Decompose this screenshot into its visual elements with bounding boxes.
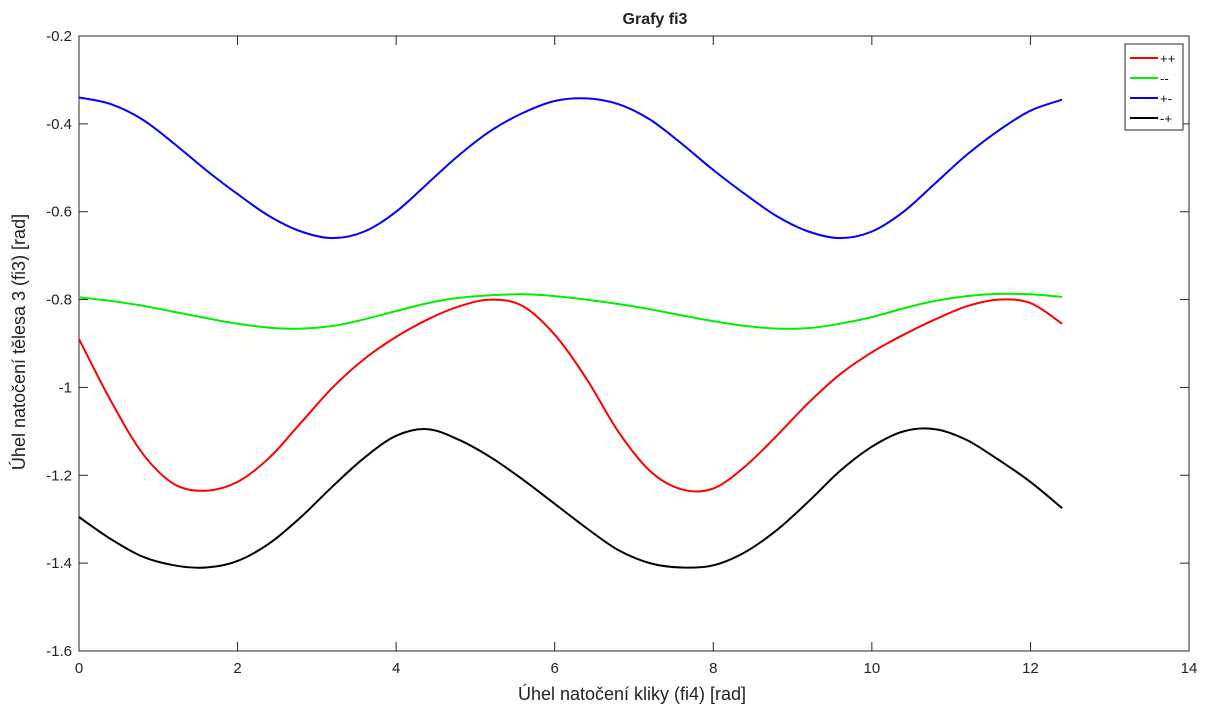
y-tick-label: -0.8 [46, 292, 72, 309]
series-line-2 [78, 292, 1063, 330]
y-tick-label: -1 [59, 379, 72, 396]
y-tick-label: -1.4 [46, 555, 72, 572]
plot-frame [78, 35, 1190, 652]
x-axis-label: Úhel natočení kliky (fi4) [rad] [518, 683, 746, 704]
legend: ++ -- +- -+ [1124, 43, 1184, 131]
legend-label: -- [1160, 71, 1169, 86]
series-line-4 [78, 427, 1063, 569]
x-tick-label: 14 [1181, 660, 1198, 677]
series-line-3 [78, 96, 1063, 240]
y-tick-label: -0.4 [46, 116, 72, 133]
series-line-1 [78, 298, 1063, 493]
x-tick-label: 12 [1022, 660, 1039, 677]
x-tick-label: 4 [392, 660, 400, 677]
x-tick-label: 10 [864, 660, 881, 677]
y-tick-label: -0.6 [46, 204, 72, 221]
plot-area [78, 35, 1190, 652]
x-tick-label: 0 [75, 660, 83, 677]
x-tick-label: 6 [551, 660, 559, 677]
x-tick-label: 2 [233, 660, 241, 677]
axes: 0 2 4 6 8 10 12 14 -1.6 -1.4 -1.2 -1 -0.8 -0.6 -0.4 -0.… [46, 28, 1197, 677]
y-tick-label: -0.2 [46, 28, 72, 45]
chart-title: Grafy fi3 [623, 11, 688, 28]
legend-label: ++ [1160, 51, 1175, 66]
legend-label: +- [1160, 91, 1172, 106]
x-tick-label: 8 [709, 660, 717, 677]
y-tick-label: -1.6 [46, 643, 72, 660]
y-axis-label: Úhel natočení tělesa 3 (fi3) [rad] [8, 214, 29, 470]
series-layer [78, 96, 1063, 569]
y-tick-label: -1.2 [46, 467, 72, 484]
legend-label: -+ [1160, 111, 1172, 126]
